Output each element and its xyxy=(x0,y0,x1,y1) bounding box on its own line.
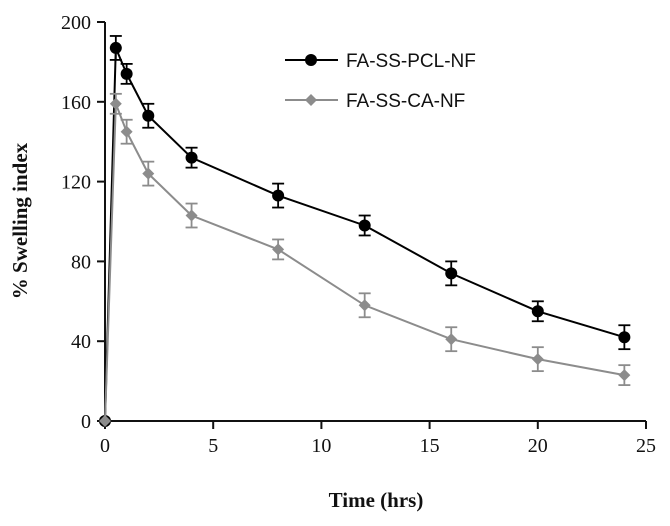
y-tick-label: 200 xyxy=(61,12,91,34)
y-axis-title: % Swelling index xyxy=(8,142,32,299)
data-point xyxy=(142,109,155,122)
data-point xyxy=(531,353,544,366)
data-point xyxy=(531,305,544,318)
x-axis-title: Time (hrs) xyxy=(329,488,424,512)
data-point xyxy=(120,125,133,138)
series-line xyxy=(104,47,625,422)
data-point xyxy=(109,41,122,54)
data-point xyxy=(272,243,285,256)
y-tick-label: 0 xyxy=(81,411,91,433)
legend-marker xyxy=(305,94,317,106)
y-tick-label: 120 xyxy=(61,172,91,194)
data-point xyxy=(445,333,458,346)
data-point xyxy=(445,267,458,280)
data-point xyxy=(272,189,285,202)
x-tick-label: 5 xyxy=(208,435,218,457)
x-tick-label: 20 xyxy=(528,435,548,457)
data-point xyxy=(358,219,371,232)
legend-label: FA-SS-PCL-NF xyxy=(346,51,476,72)
series-FA-SS-CA-NF xyxy=(99,92,631,427)
data-point xyxy=(185,209,198,222)
y-tick-label: 160 xyxy=(61,92,91,114)
data-point xyxy=(109,97,122,110)
x-tick-label: 25 xyxy=(636,435,656,457)
data-point xyxy=(120,67,133,80)
x-tick-label: 10 xyxy=(311,435,331,457)
x-tick-label: 15 xyxy=(420,435,440,457)
data-point xyxy=(358,299,371,312)
legend-marker xyxy=(305,54,317,66)
series-line xyxy=(104,103,625,422)
legend: FA-SS-PCL-NF FA-SS-CA-NF xyxy=(285,51,476,112)
data-point xyxy=(142,167,155,180)
data-point xyxy=(618,331,631,344)
axes: 0 5 10 15 20 25 0 40 80 120 160 200 xyxy=(61,12,656,457)
data-point xyxy=(99,415,111,427)
data-point xyxy=(618,369,631,382)
y-tick-label: 40 xyxy=(71,331,91,353)
x-tick-label: 0 xyxy=(100,435,110,457)
data-point xyxy=(185,151,198,164)
legend-label: FA-SS-CA-NF xyxy=(346,91,465,112)
series-layer xyxy=(99,35,631,427)
series-FA-SS-PCL-NF xyxy=(99,35,631,427)
y-tick-label: 80 xyxy=(71,251,91,273)
